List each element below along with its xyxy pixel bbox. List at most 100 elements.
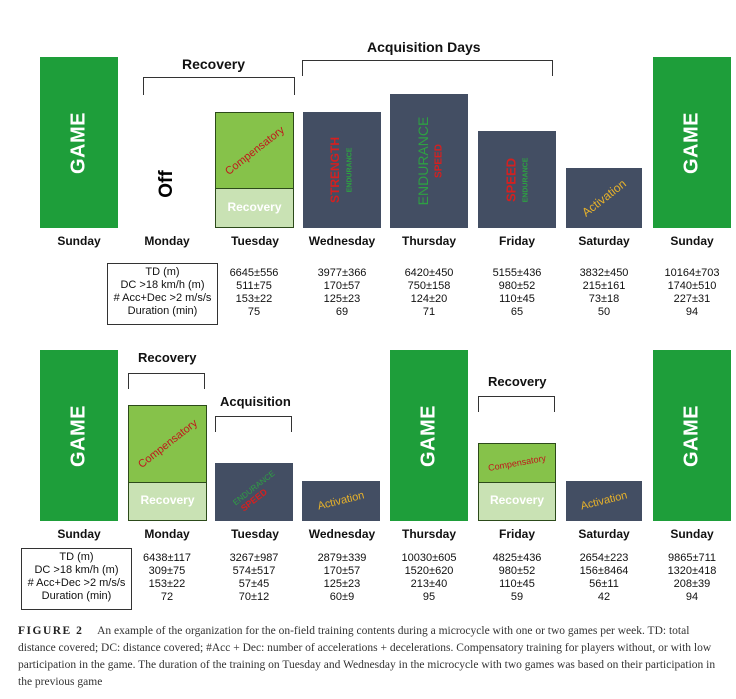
day-label: Tuesday bbox=[231, 527, 279, 541]
acquisition-bracket-row2 bbox=[215, 416, 292, 432]
metric-value: 980±52 bbox=[498, 565, 536, 577]
activation-block-saturday-row2: Activation bbox=[566, 481, 642, 521]
compensatory-block-tuesday: Compensatory bbox=[215, 112, 294, 189]
metric-value: 1320±418 bbox=[667, 565, 717, 577]
metric-labels-row2: TD (m) DC >18 km/h (m) # Acc+Dec >2 m/s/… bbox=[21, 548, 132, 610]
metric-value: 170±57 bbox=[323, 565, 361, 577]
metric-value: 72 bbox=[160, 591, 174, 603]
metric-label: # Acc+Dec >2 m/s/s bbox=[27, 577, 126, 589]
metrics-friday-row1: 5155±436 980±52 110±45 65 bbox=[477, 267, 557, 319]
recovery-header-row1: Recovery bbox=[182, 56, 246, 72]
recovery-block-tuesday: Recovery bbox=[215, 189, 294, 228]
metric-value: 309±75 bbox=[148, 565, 186, 577]
metric-value: 56±11 bbox=[589, 578, 619, 590]
metric-value: 73±18 bbox=[588, 293, 620, 305]
acquisition-header-row2: Acquisition bbox=[220, 394, 291, 409]
metric-value: 750±158 bbox=[407, 280, 451, 292]
day-label: Monday bbox=[144, 234, 190, 248]
recovery-bracket-row2-monday bbox=[128, 373, 205, 389]
metric-label: Duration (min) bbox=[41, 590, 112, 602]
compensatory-block-friday-row2: Compensatory bbox=[478, 443, 556, 483]
metric-value: 4825±436 bbox=[492, 552, 542, 564]
day-label: Wednesday bbox=[308, 234, 376, 248]
metrics-friday-row2: 4825±436 980±52 110±45 59 bbox=[477, 552, 557, 604]
recovery-block-monday-row2: Recovery bbox=[128, 483, 207, 521]
metric-value: 10030±605 bbox=[401, 552, 457, 564]
day-label: Saturday bbox=[578, 527, 630, 541]
metrics-sunday-row2: 9865±711 1320±418 208±39 94 bbox=[652, 552, 732, 604]
metrics-tuesday-row2: 3267±987 574±517 57±45 70±12 bbox=[214, 552, 294, 604]
acquisition-bracket-row1 bbox=[302, 60, 553, 76]
metric-value: 213±40 bbox=[410, 578, 448, 590]
metric-label: DC >18 km/h (m) bbox=[34, 564, 119, 576]
day-label: Tuesday bbox=[231, 234, 279, 248]
metric-value: 70±12 bbox=[238, 591, 270, 603]
metrics-wednesday-row2: 2879±339 170±57 125±23 60±9 bbox=[302, 552, 382, 604]
metric-value: 75 bbox=[247, 306, 261, 318]
day-label: Wednesday bbox=[308, 527, 376, 541]
metric-value: 511±75 bbox=[236, 280, 272, 292]
metric-value: 57±45 bbox=[238, 578, 270, 590]
off-block-monday: Off bbox=[156, 170, 177, 198]
day-label: Saturday bbox=[578, 234, 630, 248]
metric-value: 110±45 bbox=[499, 578, 535, 590]
metric-value: 10164±703 bbox=[664, 267, 720, 279]
acquisition-days-header: Acquisition Days bbox=[367, 39, 481, 55]
metrics-sunday-row1: 10164±703 1740±510 227±31 94 bbox=[652, 267, 732, 319]
metric-value: 980±52 bbox=[498, 280, 536, 292]
metric-value: 2879±339 bbox=[317, 552, 367, 564]
metric-value: 59 bbox=[510, 591, 524, 603]
recovery-header-row2-friday: Recovery bbox=[488, 374, 547, 389]
metric-value: 71 bbox=[422, 306, 436, 318]
recovery-bracket-row2-friday bbox=[478, 396, 555, 412]
metric-value: 6438±117 bbox=[142, 552, 192, 564]
metric-value: 125±23 bbox=[323, 578, 361, 590]
metric-value: 5155±436 bbox=[492, 267, 542, 279]
game-block-sunday2-row2: GAME bbox=[653, 350, 731, 521]
metrics-saturday-row1: 3832±450 215±161 73±18 50 bbox=[564, 267, 644, 319]
activation-block-saturday: Activation bbox=[566, 168, 642, 228]
metrics-thursday-row1: 6420±450 750±158 124±20 71 bbox=[389, 267, 469, 319]
recovery-block-friday-row2: Recovery bbox=[478, 483, 556, 521]
metric-value: 3977±366 bbox=[317, 267, 367, 279]
metric-value: 60±9 bbox=[329, 591, 355, 603]
day-label: Sunday bbox=[57, 527, 101, 541]
metric-label: Duration (min) bbox=[127, 305, 198, 317]
day-label: Monday bbox=[144, 527, 190, 541]
game-block-sunday-row2: GAME bbox=[40, 350, 118, 521]
metric-value: 95 bbox=[422, 591, 436, 603]
metric-value: 94 bbox=[685, 306, 699, 318]
strength-block-wednesday: STRENGTH ENDURANCE bbox=[303, 112, 381, 228]
metric-label: # Acc+Dec >2 m/s/s bbox=[113, 292, 212, 304]
metric-labels-row1: TD (m) DC >18 km/h (m) # Acc+Dec >2 m/s/… bbox=[107, 263, 218, 325]
day-label: Thursday bbox=[401, 527, 456, 541]
endurance-block-tuesday-row2: ENDURANCE SPEED bbox=[215, 463, 293, 521]
recovery-header-row2-monday: Recovery bbox=[138, 350, 197, 365]
metric-value: 215±161 bbox=[582, 280, 626, 292]
metric-value: 3832±450 bbox=[579, 267, 629, 279]
metric-value: 208±39 bbox=[673, 578, 711, 590]
metric-value: 6645±556 bbox=[229, 267, 279, 279]
game-block-sunday2-row1: GAME bbox=[653, 57, 731, 228]
metric-value: 1520±620 bbox=[404, 565, 454, 577]
day-label: Friday bbox=[498, 527, 535, 541]
speed-block-friday: SPEED ENDURANCE bbox=[478, 131, 556, 228]
metric-value: 94 bbox=[685, 591, 699, 603]
figure-caption: FIGURE 2 An example of the organization … bbox=[18, 623, 724, 691]
metric-value: 124±20 bbox=[410, 293, 448, 305]
endurance-block-thursday: ENDURANCE SPEED bbox=[390, 94, 468, 228]
metric-label: TD (m) bbox=[59, 551, 94, 563]
metric-value: 110±45 bbox=[499, 293, 535, 305]
metric-value: 42 bbox=[597, 591, 611, 603]
metrics-saturday-row2: 2654±223 156±8464 56±11 42 bbox=[564, 552, 644, 604]
metrics-wednesday-row1: 3977±366 170±57 125±23 69 bbox=[302, 267, 382, 319]
day-label: Thursday bbox=[401, 234, 456, 248]
metrics-tuesday-row1: 6645±556 511±75 153±22 75 bbox=[214, 267, 294, 319]
metric-value: 1740±510 bbox=[667, 280, 717, 292]
metric-value: 574±517 bbox=[232, 565, 276, 577]
figure-label: FIGURE 2 bbox=[18, 625, 84, 637]
game-block-thursday-row2: GAME bbox=[390, 350, 468, 521]
metric-value: 153±22 bbox=[235, 293, 273, 305]
metric-value: 156±8464 bbox=[579, 565, 629, 577]
day-label: Sunday bbox=[670, 527, 714, 541]
